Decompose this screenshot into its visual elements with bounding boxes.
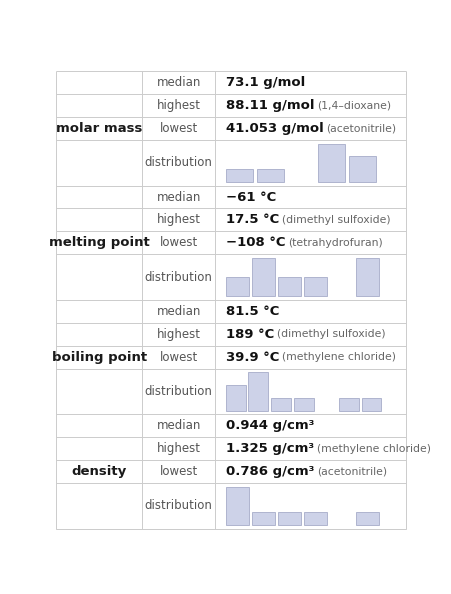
Text: lowest: lowest [160, 350, 198, 364]
Text: (dimethyl sulfoxide): (dimethyl sulfoxide) [282, 215, 391, 225]
Text: highest: highest [156, 442, 201, 455]
Text: median: median [156, 305, 201, 318]
Text: 0.786 g/cm³: 0.786 g/cm³ [226, 465, 314, 478]
Bar [271, 398, 291, 410]
Text: lowest: lowest [160, 122, 198, 135]
Text: (acetonitrile): (acetonitrile) [327, 124, 396, 134]
Text: 189 °C: 189 °C [226, 328, 274, 341]
Text: highest: highest [156, 328, 201, 341]
Text: lowest: lowest [160, 236, 198, 249]
Bar [252, 512, 275, 525]
Bar [226, 277, 249, 296]
Bar [349, 156, 376, 182]
Bar [339, 398, 359, 410]
Bar [257, 169, 284, 182]
Bar [226, 385, 246, 410]
Bar [278, 277, 301, 296]
Text: distribution: distribution [145, 271, 212, 283]
Text: 41.053 g/mol: 41.053 g/mol [226, 122, 324, 135]
Text: boiling point: boiling point [51, 350, 147, 364]
Bar [356, 258, 379, 296]
Bar [356, 512, 379, 525]
Text: (methylene chloride): (methylene chloride) [317, 444, 431, 454]
Text: (acetonitrile): (acetonitrile) [317, 466, 387, 476]
Text: (dimethyl sulfoxide): (dimethyl sulfoxide) [277, 329, 386, 339]
Bar [226, 169, 253, 182]
Text: 73.1 g/mol: 73.1 g/mol [226, 76, 305, 89]
Text: distribution: distribution [145, 156, 212, 169]
Text: 0.944 g/cm³: 0.944 g/cm³ [226, 419, 314, 432]
Bar [252, 258, 275, 296]
Bar [226, 486, 249, 525]
Text: density: density [72, 465, 127, 478]
Text: 88.11 g/mol: 88.11 g/mol [226, 99, 314, 112]
Text: −108 °C: −108 °C [226, 236, 285, 249]
Text: melting point: melting point [49, 236, 150, 249]
Bar [249, 372, 268, 410]
Text: (tetrahydrofuran): (tetrahydrofuran) [288, 238, 383, 248]
Text: median: median [156, 419, 201, 432]
Text: (methylene chloride): (methylene chloride) [282, 352, 396, 362]
Text: median: median [156, 191, 201, 204]
Text: molar mass: molar mass [56, 122, 143, 135]
Bar [294, 398, 313, 410]
Text: lowest: lowest [160, 465, 198, 478]
Text: highest: highest [156, 213, 201, 226]
Bar [304, 277, 327, 296]
Text: highest: highest [156, 99, 201, 112]
Text: (1,4–dioxane): (1,4–dioxane) [317, 100, 391, 110]
Text: distribution: distribution [145, 500, 212, 512]
Bar [318, 144, 345, 182]
Text: 39.9 °C: 39.9 °C [226, 350, 279, 364]
Bar [278, 512, 301, 525]
Text: median: median [156, 76, 201, 89]
Text: 81.5 °C: 81.5 °C [226, 305, 279, 318]
Text: distribution: distribution [145, 385, 212, 398]
Text: −61 °C: −61 °C [226, 191, 276, 204]
Text: 17.5 °C: 17.5 °C [226, 213, 279, 226]
Bar [362, 398, 382, 410]
Bar [304, 512, 327, 525]
Text: 1.325 g/cm³: 1.325 g/cm³ [226, 442, 314, 455]
